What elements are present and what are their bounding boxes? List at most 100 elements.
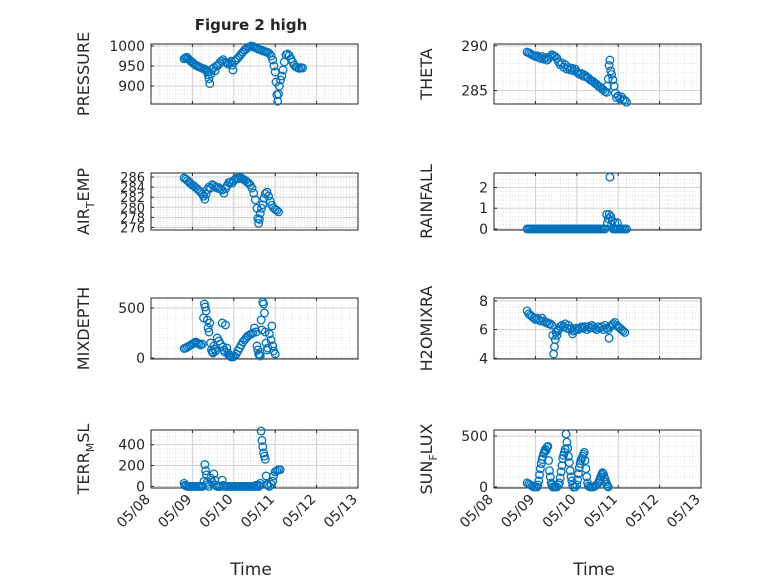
data-point [547, 320, 557, 330]
data-point [593, 322, 603, 332]
data-point [205, 79, 215, 89]
data-point [272, 205, 282, 215]
data-point [543, 441, 553, 451]
data-point [620, 95, 630, 105]
y-tick-label: 285 [461, 84, 488, 100]
data-point [264, 191, 274, 201]
y-tick-label: 280 [120, 201, 145, 216]
data-point [275, 465, 285, 475]
data-point [554, 478, 564, 488]
data-point [250, 195, 260, 205]
data-point [572, 323, 582, 333]
data-point [255, 208, 265, 218]
data-point [255, 351, 265, 361]
data-point [197, 189, 207, 199]
data-point [604, 61, 614, 70]
data-point [555, 473, 565, 483]
data-point [256, 426, 266, 436]
data-point [545, 466, 554, 476]
data-point [252, 341, 262, 351]
y-tick-label: 500 [118, 301, 145, 317]
data-point [605, 55, 615, 65]
data-point [255, 214, 264, 224]
data-point [268, 55, 278, 65]
data-point [262, 187, 272, 197]
data-point [602, 210, 612, 219]
y-tick-label: 0 [136, 351, 145, 367]
y-tick-label: 900 [118, 79, 145, 95]
data-point [608, 75, 618, 85]
data-point [274, 207, 283, 217]
data-point [258, 200, 268, 210]
data-point [196, 340, 206, 350]
y-tick-label: 500 [461, 429, 488, 445]
data-point [209, 469, 219, 479]
data-point [219, 188, 229, 198]
data-point [200, 460, 210, 469]
y-tick-label: 950 [118, 59, 145, 75]
data-point [194, 339, 204, 349]
data-point [607, 216, 617, 226]
data-point [254, 218, 264, 228]
data-point [228, 65, 238, 75]
data-point [204, 74, 214, 84]
data-point [256, 315, 266, 325]
y-tick-label: 1 [479, 201, 488, 217]
data-point [618, 326, 628, 336]
data-point [259, 299, 269, 309]
data-point [249, 188, 259, 198]
y-tick-label: 0 [136, 479, 145, 495]
subplot-h2omixra: 8 6 4 H2OMIXRA [417, 286, 702, 371]
data-point [556, 467, 566, 477]
data-point [201, 306, 211, 316]
data-point [535, 470, 544, 480]
data-point [268, 476, 278, 486]
y-tick-label: 2 [479, 181, 488, 197]
data-point [254, 349, 264, 359]
data-point [258, 442, 268, 452]
data-point [266, 51, 276, 61]
y-tick-label: 200 [118, 459, 145, 475]
data-point [535, 464, 545, 474]
data-point [607, 69, 617, 79]
data-point [574, 469, 583, 479]
y-axis-label: TERRMSL [74, 424, 97, 496]
y-tick-label: 0 [479, 222, 488, 238]
figure-title: Figure 2 high [195, 16, 308, 34]
data-point [274, 81, 284, 91]
axes-box [150, 297, 359, 360]
data-point [565, 466, 575, 476]
x-axis-label-left: Time [229, 560, 272, 580]
data-point [231, 174, 240, 184]
data-point [572, 480, 582, 490]
data-point [205, 318, 215, 328]
data-point [564, 452, 573, 461]
data-point [575, 323, 585, 333]
data-point [604, 333, 614, 343]
data-point [276, 75, 286, 85]
data-point [221, 320, 230, 330]
data-point [255, 350, 264, 360]
data-point [221, 58, 231, 68]
data-point [602, 481, 612, 491]
data-point [253, 345, 263, 355]
data-point [259, 308, 269, 318]
data-point [622, 97, 631, 107]
data-point [620, 327, 630, 337]
data-point [555, 322, 565, 332]
data-point [534, 476, 544, 486]
data-point [298, 63, 307, 73]
data-point [268, 341, 278, 351]
y-axis-label: AIRTEMP [74, 168, 97, 235]
data-point [573, 475, 583, 485]
y-tick-label: 6 [479, 323, 488, 339]
data-point [545, 472, 555, 482]
data-point [533, 480, 543, 490]
data-point [204, 327, 214, 337]
data-point [200, 302, 210, 312]
y-tick-label: 0 [479, 480, 488, 496]
y-axis-label: MIXDEPTH [74, 287, 93, 370]
y-axis-label: THETA [417, 48, 436, 100]
